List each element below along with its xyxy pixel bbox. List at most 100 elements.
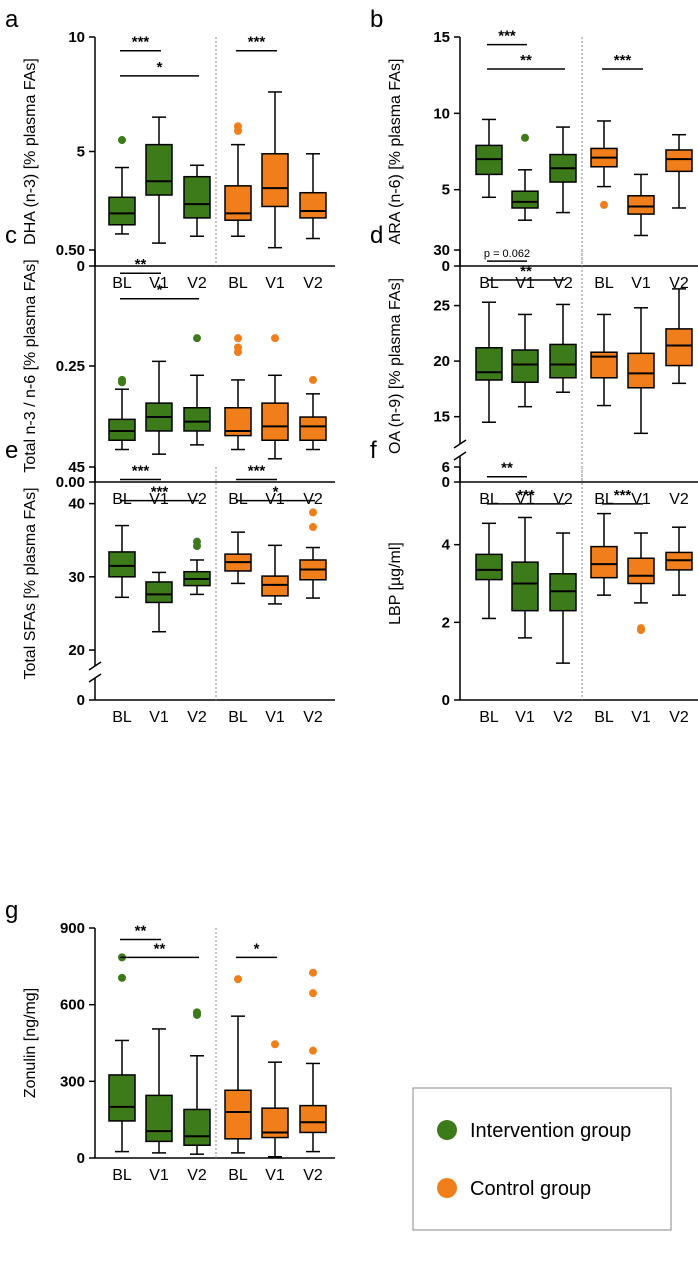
y-tick-label: 4 [442, 537, 451, 554]
y-tick-label: 20 [68, 642, 85, 659]
box-v2-control [665, 526, 693, 596]
iqr-box [511, 561, 539, 612]
x-tick-label: V2 [669, 275, 689, 292]
y-tick-label: 0 [442, 474, 450, 491]
significance-label: * [273, 484, 279, 501]
x-tick-label: BL [228, 709, 248, 726]
x-tick-label: BL [594, 491, 614, 508]
significance-label: *** [498, 28, 516, 45]
legend-marker-intervention [437, 1120, 457, 1140]
box-v1-control [261, 91, 289, 249]
x-tick-label: V2 [187, 275, 207, 292]
box-v2-control [665, 133, 693, 209]
x-tick-label: BL [112, 491, 132, 508]
outlier-point [234, 975, 242, 984]
outlier-point [521, 133, 529, 142]
panel-label-g: g [5, 897, 18, 924]
x-tick-label: V1 [265, 709, 285, 726]
outlier-point [309, 968, 317, 977]
box-bl-control [590, 313, 618, 407]
outlier-point [234, 334, 242, 343]
y-tick-label: 5 [442, 182, 450, 199]
outlier-point [637, 624, 645, 633]
panel-label-a: a [5, 6, 19, 33]
box-v2-control [299, 508, 327, 599]
outlier-point [309, 508, 317, 517]
iqr-box [299, 1104, 327, 1134]
y-axis-title: DHA (n-3) [% plasma FAs] [22, 58, 39, 245]
panel-b: b 0 5 10 15 ARA (n-6) [% plasma FAs] BL V1 V2 BL V… [370, 6, 698, 292]
y-tick-label: 2 [442, 614, 450, 631]
iqr-box [108, 418, 136, 441]
panel-label-d: d [370, 222, 383, 249]
iqr-box [261, 153, 289, 208]
significance-label: ** [520, 52, 532, 69]
y-tick-label: 10 [68, 29, 85, 46]
box-v2-intervention [183, 164, 211, 237]
box-v2-intervention [549, 303, 577, 393]
y-tick-label: 0 [77, 692, 85, 709]
significance-label: ** [135, 256, 147, 273]
outlier-point [234, 343, 242, 352]
significance-label: * [157, 282, 163, 299]
significance-label: *** [132, 462, 150, 479]
y-tick-label: 20 [433, 353, 450, 370]
box-bl-control [590, 120, 618, 209]
x-tick-label: BL [112, 1167, 132, 1184]
outlier-point [271, 334, 279, 343]
axis-break-mark [453, 451, 467, 461]
panel-c: c 0.00 0.25 0.50 Total n-3 / n-6 [% plasma F… [5, 222, 335, 508]
outlier-point [309, 989, 317, 998]
legend-label-control: Control group [470, 1178, 591, 1200]
outlier-point [118, 375, 126, 384]
x-tick-label: V1 [631, 275, 651, 292]
box-v2-control [665, 288, 693, 385]
box-v1-control [261, 544, 289, 605]
y-tick-label: 25 [433, 298, 450, 315]
iqr-box [183, 175, 211, 219]
box-v2-control [299, 968, 327, 1153]
y-tick-label: 6 [442, 459, 450, 476]
y-tick-label: 0 [442, 692, 450, 709]
significance-label: ** [520, 263, 532, 280]
y-tick-label: 30 [68, 569, 85, 586]
box-bl-control [590, 512, 618, 596]
outlier-point [193, 334, 201, 343]
significance-label: * [254, 940, 260, 957]
box-bl-intervention [475, 301, 503, 423]
panel-label-b: b [370, 6, 383, 33]
iqr-box [475, 553, 503, 581]
iqr-box [299, 191, 327, 219]
x-tick-label: V2 [187, 1167, 207, 1184]
y-tick-label: 40 [68, 496, 85, 513]
panel-e: e 0 20 30 40 45 Total SFAs [% plasma FAs] BL V1 V… [5, 437, 335, 726]
x-tick-label: BL [594, 709, 614, 726]
x-tick-label: V2 [553, 275, 573, 292]
x-tick-label: V2 [187, 709, 207, 726]
x-tick-label: V2 [303, 491, 323, 508]
box-v2-intervention [183, 537, 211, 596]
x-tick-label: V1 [149, 1167, 169, 1184]
y-tick-label: 15 [433, 29, 450, 46]
x-tick-label: BL [228, 491, 248, 508]
x-tick-label: V2 [187, 491, 207, 508]
iqr-box [108, 1074, 136, 1122]
y-tick-label: 0.00 [56, 474, 85, 491]
panel-label-f: f [370, 437, 377, 464]
outlier-point [118, 973, 126, 982]
y-axis-title: Total n-3 / n-6 [% plasma FAs] [22, 259, 39, 472]
box-v1-control [627, 307, 655, 435]
x-tick-label: V1 [515, 709, 535, 726]
y-tick-label: 0 [77, 258, 85, 275]
iqr-box [261, 575, 289, 597]
x-tick-label: BL [228, 1167, 248, 1184]
x-tick-label: V1 [631, 491, 651, 508]
iqr-box [511, 190, 539, 209]
box-v2-intervention [549, 532, 577, 664]
axis-break-mark [88, 661, 102, 671]
outlier-point [271, 1040, 279, 1049]
box-v2-control [299, 153, 327, 240]
legend-label-intervention: Intervention group [470, 1120, 631, 1142]
x-tick-label: BL [594, 275, 614, 292]
